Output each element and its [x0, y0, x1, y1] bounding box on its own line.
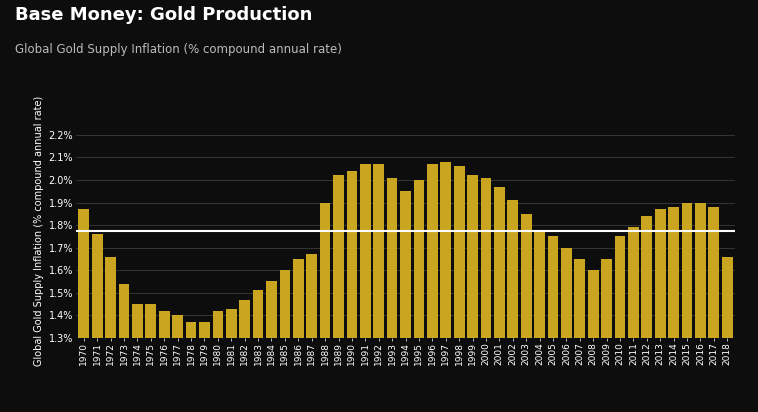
Bar — [587, 270, 599, 338]
Bar — [387, 178, 397, 338]
Bar — [172, 315, 183, 338]
Bar — [521, 214, 531, 338]
Bar — [159, 311, 170, 338]
Bar — [507, 200, 518, 338]
Bar — [641, 216, 652, 338]
Bar — [709, 207, 719, 338]
Bar — [360, 164, 371, 338]
Bar — [320, 203, 330, 338]
Bar — [226, 309, 236, 338]
Bar — [293, 259, 304, 338]
Bar — [280, 270, 290, 338]
Bar — [306, 254, 317, 338]
Bar — [119, 284, 130, 338]
Bar — [414, 180, 424, 338]
Bar — [722, 257, 732, 338]
Bar — [695, 203, 706, 338]
Bar — [655, 209, 666, 338]
Bar — [212, 311, 224, 338]
Bar — [601, 259, 612, 338]
Bar — [454, 166, 465, 338]
Bar — [334, 176, 344, 338]
Bar — [628, 227, 639, 338]
Bar — [481, 178, 491, 338]
Bar — [79, 209, 89, 338]
Bar — [186, 322, 196, 338]
Bar — [681, 203, 692, 338]
Bar — [427, 164, 437, 338]
Bar — [669, 207, 679, 338]
Bar — [467, 176, 478, 338]
Bar — [534, 232, 545, 338]
Bar — [494, 187, 505, 338]
Bar — [575, 259, 585, 338]
Bar — [252, 290, 264, 338]
Bar — [547, 236, 559, 338]
Bar — [266, 281, 277, 338]
Text: Base Money: Gold Production: Base Money: Gold Production — [15, 6, 312, 24]
Bar — [146, 304, 156, 338]
Bar — [440, 162, 451, 338]
Bar — [132, 304, 143, 338]
Bar — [105, 257, 116, 338]
Bar — [346, 171, 357, 338]
Bar — [561, 248, 572, 338]
Bar — [92, 234, 102, 338]
Text: Global Gold Supply Inflation (% compound annual rate): Global Gold Supply Inflation (% compound… — [15, 43, 342, 56]
Bar — [199, 322, 210, 338]
Y-axis label: Global Gold Supply Inflation (% compound annual rate): Global Gold Supply Inflation (% compound… — [34, 96, 44, 366]
Bar — [240, 300, 250, 338]
Bar — [374, 164, 384, 338]
Bar — [400, 191, 411, 338]
Bar — [615, 236, 625, 338]
